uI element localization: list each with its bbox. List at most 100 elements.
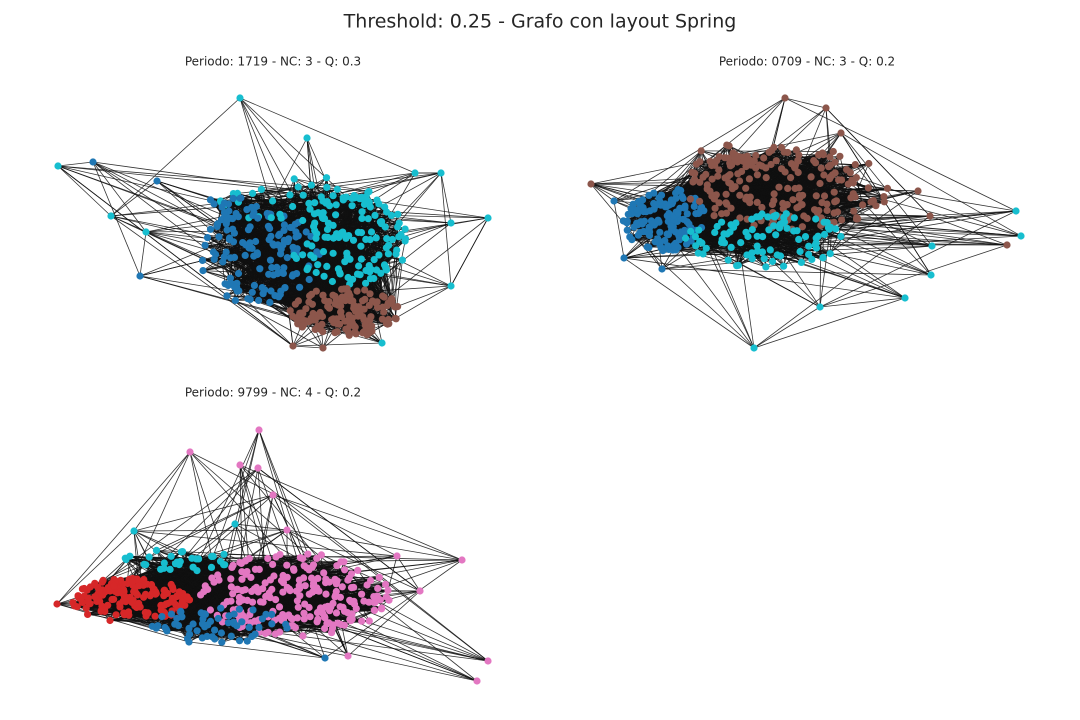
- node: [229, 225, 237, 233]
- node: [255, 296, 263, 304]
- node: [394, 210, 402, 218]
- node: [364, 330, 372, 338]
- node: [365, 262, 373, 270]
- node: [236, 94, 244, 102]
- node: [401, 225, 409, 233]
- node: [199, 267, 207, 275]
- node: [336, 270, 344, 278]
- node: [385, 241, 393, 249]
- node: [303, 134, 311, 142]
- node: [484, 214, 492, 222]
- node: [367, 228, 376, 236]
- node: [332, 211, 340, 219]
- node: [286, 191, 294, 199]
- node: [289, 202, 297, 211]
- node: [266, 298, 274, 306]
- node: [89, 158, 97, 166]
- node: [370, 274, 378, 283]
- node: [234, 269, 243, 278]
- node: [203, 234, 212, 242]
- node: [136, 272, 144, 280]
- node: [304, 264, 312, 272]
- node: [299, 216, 307, 225]
- node: [223, 217, 231, 225]
- node: [361, 295, 369, 303]
- graphs: [53, 94, 1025, 685]
- node: [305, 298, 313, 306]
- node: [307, 251, 315, 259]
- node: [437, 169, 445, 177]
- node: [344, 317, 352, 325]
- node: [329, 192, 337, 200]
- node: [267, 214, 275, 222]
- node: [302, 228, 310, 236]
- node: [277, 214, 285, 222]
- node: [322, 174, 331, 182]
- node: [392, 250, 400, 258]
- node: [387, 211, 396, 219]
- node: [329, 249, 337, 257]
- node: [314, 261, 322, 269]
- node: [277, 245, 285, 253]
- node: [281, 284, 289, 292]
- node: [270, 241, 278, 249]
- node: [319, 344, 327, 352]
- node: [360, 305, 368, 313]
- node: [289, 271, 297, 279]
- node: [332, 201, 340, 209]
- node: [296, 283, 304, 291]
- node: [357, 255, 365, 263]
- node: [337, 302, 345, 310]
- node: [351, 328, 359, 336]
- node: [401, 237, 409, 245]
- node: [323, 183, 331, 191]
- node: [338, 285, 346, 293]
- node: [357, 242, 365, 250]
- node: [246, 239, 254, 247]
- node: [244, 295, 252, 303]
- node: [343, 249, 351, 257]
- node: [271, 292, 279, 300]
- node: [214, 220, 222, 228]
- edge: [360, 200, 365, 247]
- node: [342, 193, 350, 201]
- node: [229, 194, 237, 202]
- node: [289, 243, 297, 251]
- node: [337, 308, 345, 316]
- node: [267, 232, 275, 240]
- node: [201, 241, 209, 249]
- node: [222, 248, 230, 256]
- node: [54, 162, 62, 170]
- node: [300, 321, 308, 329]
- node: [411, 169, 419, 177]
- node: [331, 329, 339, 337]
- node: [142, 228, 150, 236]
- node: [371, 211, 379, 219]
- node: [319, 248, 328, 256]
- node: [312, 268, 320, 277]
- node: [364, 215, 372, 223]
- node: [329, 315, 337, 323]
- node: [330, 233, 339, 241]
- node: [324, 219, 332, 227]
- node: [323, 198, 331, 206]
- node: [381, 203, 389, 211]
- node: [360, 200, 369, 208]
- node: [342, 234, 350, 242]
- node: [362, 235, 370, 243]
- node: [318, 320, 326, 328]
- node: [294, 183, 302, 191]
- node: [356, 271, 364, 279]
- node: [348, 202, 356, 210]
- node: [276, 230, 284, 238]
- node: [346, 255, 354, 263]
- node: [333, 185, 341, 193]
- node: [319, 328, 327, 336]
- node: [394, 223, 402, 231]
- node: [366, 290, 374, 298]
- node: [308, 242, 316, 250]
- node: [292, 254, 300, 262]
- node: [307, 181, 315, 189]
- node: [289, 342, 297, 350]
